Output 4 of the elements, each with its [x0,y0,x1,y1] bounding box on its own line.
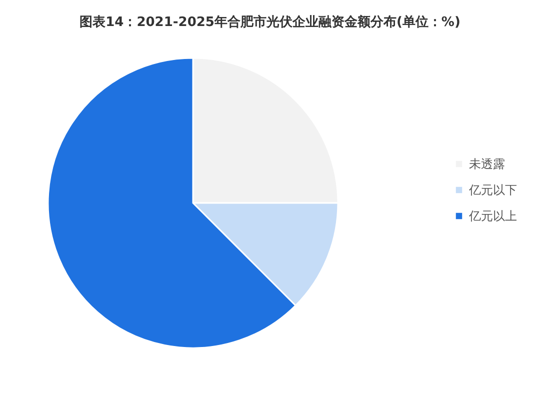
legend-label: 亿元以下 [468,183,517,197]
chart-title: 图表14：2021-2025年合肥市光伏企业融资金额分布(单位：%) [80,14,460,30]
legend-label: 未透露 [469,157,505,171]
legend-label: 亿元以上 [468,209,517,223]
